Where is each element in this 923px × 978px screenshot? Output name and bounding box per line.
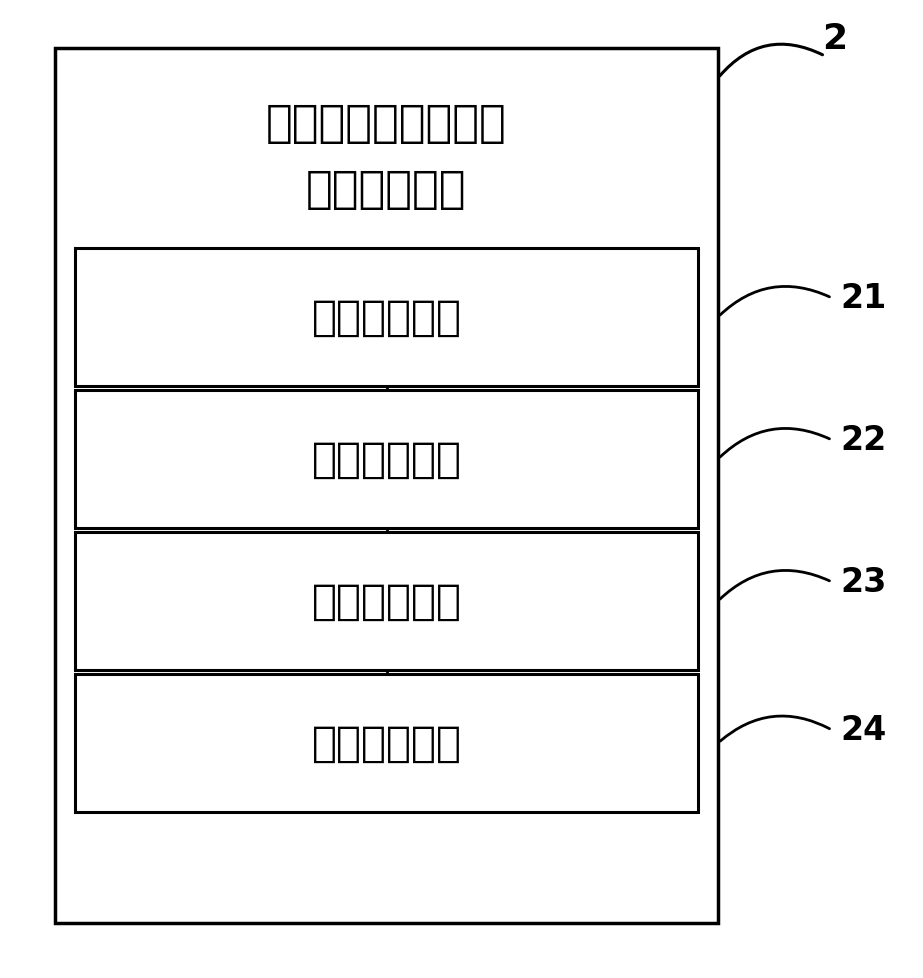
Text: 模型建立单元: 模型建立单元 (311, 296, 462, 338)
Bar (75, 390, 698, 528)
Bar (75, 532, 698, 670)
Text: 21: 21 (840, 283, 886, 315)
Bar (75, 248, 698, 386)
Bar (55, 49, 718, 923)
Text: 优化实现单元: 优化实现单元 (311, 723, 462, 764)
Text: 24: 24 (840, 714, 886, 747)
Text: 23: 23 (840, 566, 886, 599)
Text: 用于连续重整装置的: 用于连续重整装置的 (266, 103, 507, 146)
Text: 2: 2 (822, 22, 847, 56)
Text: 22: 22 (840, 424, 886, 457)
Text: 参数求解单元: 参数求解单元 (311, 580, 462, 622)
Bar (75, 674, 698, 812)
Text: 实时优化设备: 实时优化设备 (306, 167, 467, 210)
Text: 数据整理单元: 数据整理单元 (311, 438, 462, 480)
